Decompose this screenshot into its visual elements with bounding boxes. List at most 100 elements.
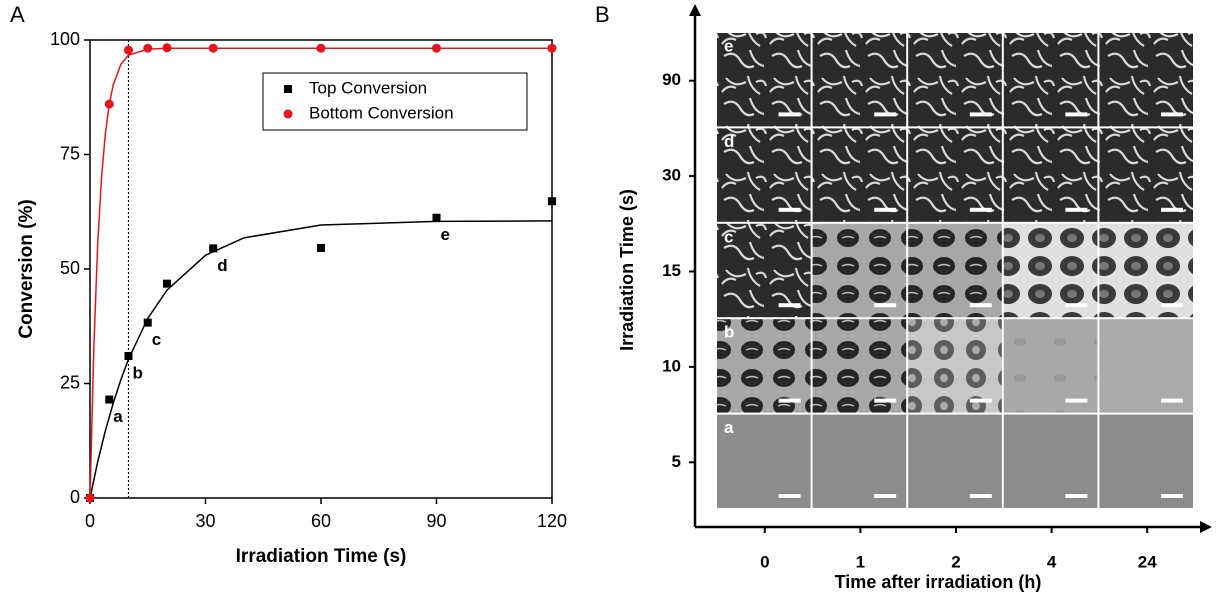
x-tick-label: 0 (760, 552, 769, 571)
x-tick-label: 24 (1138, 552, 1157, 571)
point (162, 43, 172, 53)
point (85, 493, 95, 503)
y-tick-label: 0 (70, 487, 80, 507)
scale-bar (874, 494, 897, 498)
scale-bar (874, 303, 897, 308)
y-tick-label: 15 (662, 261, 681, 280)
point (432, 213, 441, 222)
x-axis-arrow (1200, 521, 1212, 533)
point-label: c (152, 330, 161, 349)
x-axis-title: Irradiation Time (s) (236, 546, 407, 567)
x-tick-label: 30 (195, 511, 215, 531)
y-tick-label: 5 (672, 452, 681, 471)
scale-bar (1065, 112, 1088, 117)
y-axis-title: Conversion (%) (16, 199, 37, 338)
x-tick-label: 2 (951, 552, 960, 571)
micrograph (812, 319, 907, 413)
scale-bar (969, 494, 992, 498)
micrograph (1099, 223, 1193, 318)
scale-bar (778, 303, 801, 308)
point (104, 99, 114, 109)
scale-bar (1161, 494, 1183, 498)
legend-marker (283, 109, 293, 119)
scale-bar (1065, 207, 1088, 212)
y-tick-label: 90 (662, 70, 681, 89)
scale-bar (1161, 207, 1183, 212)
micrograph (908, 33, 1002, 127)
point (209, 244, 218, 253)
scale-bar (1065, 494, 1088, 498)
legend-label: Top Conversion (309, 78, 427, 97)
micrograph (812, 128, 907, 222)
scale-bar (778, 112, 801, 117)
scale-bar (874, 207, 897, 212)
scale-bar (969, 303, 992, 308)
micrograph (1003, 319, 1098, 413)
point (317, 243, 325, 252)
point (143, 318, 152, 327)
x-tick-label: 0 (85, 511, 95, 531)
micrograph (812, 223, 907, 318)
micrograph (908, 319, 1002, 413)
scale-bar (969, 398, 992, 403)
legend-marker (284, 85, 292, 93)
micrograph (717, 414, 811, 508)
micrograph (1099, 319, 1193, 413)
x-tick-label: 60 (311, 511, 331, 531)
scale-bar (1161, 112, 1183, 117)
point (547, 43, 557, 53)
micrograph (908, 414, 1002, 508)
scale-bar (778, 398, 801, 403)
point (105, 395, 114, 404)
micrograph (1099, 414, 1193, 508)
micrograph (1003, 223, 1098, 318)
micrograph (717, 33, 811, 127)
scale-bar (1065, 303, 1088, 308)
panel-label: B (595, 2, 610, 27)
micrograph (717, 128, 811, 222)
point (124, 45, 133, 55)
row-label: d (724, 132, 734, 151)
scale-bar (778, 207, 801, 212)
micrograph (1003, 128, 1098, 222)
legend-label: Bottom Conversion (309, 103, 454, 122)
y-tick-label: 30 (662, 166, 681, 185)
row-label: e (724, 36, 733, 55)
x-tick-label: 120 (537, 511, 567, 531)
point-label: a (113, 407, 123, 426)
point-label: e (441, 225, 450, 244)
scale-bar (969, 112, 992, 117)
x-axis-title: Time after irradiation (h) (835, 572, 1042, 592)
y-tick-label: 10 (662, 356, 681, 375)
row-label: b (724, 323, 734, 342)
micrograph (908, 223, 1002, 318)
micrograph (812, 414, 907, 508)
y-axis-arrow (689, 4, 701, 16)
legend-box (262, 72, 528, 131)
micrograph (812, 33, 907, 127)
point (432, 43, 441, 53)
scale-bar (969, 207, 992, 212)
y-tick-label: 75 (60, 143, 80, 163)
point (208, 43, 218, 53)
scale-bar (1065, 398, 1088, 403)
point (316, 43, 326, 53)
scale-bar (778, 494, 801, 498)
point (548, 197, 556, 206)
scale-bar (1161, 398, 1183, 403)
micrograph (1099, 128, 1193, 222)
micrograph (1099, 33, 1193, 127)
row-label: c (724, 227, 733, 246)
panel-label: A (10, 2, 25, 27)
point (143, 43, 153, 53)
scale-bar (874, 398, 897, 403)
y-tick-label: 50 (60, 258, 80, 278)
micrograph (1003, 33, 1098, 127)
fit-line (89, 220, 553, 499)
scale-bar (874, 112, 897, 117)
row-label: a (724, 418, 734, 437)
x-tick-label: 90 (426, 511, 446, 531)
point (163, 279, 171, 288)
y-tick-label: 25 (60, 372, 80, 392)
